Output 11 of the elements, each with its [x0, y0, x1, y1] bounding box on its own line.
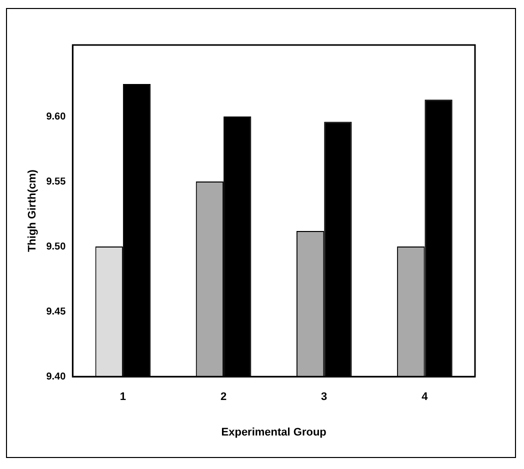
y-tick-label: 9.55 [46, 176, 66, 188]
x-tick-label: 1 [120, 391, 126, 404]
y-tick-label: 9.45 [46, 306, 66, 318]
y-axis-title: Thigh Girth(cm) [26, 169, 39, 252]
y-tick-label: 9.50 [46, 241, 66, 252]
y-tick-label: 9.40 [46, 371, 66, 382]
x-tick-label: 3 [321, 391, 328, 404]
x-tick-label: 4 [422, 391, 429, 404]
x-axis-title: Experimental Group [221, 426, 327, 438]
x-tick-label: 2 [220, 391, 227, 404]
y-tick-label: 9.60 [46, 111, 66, 122]
